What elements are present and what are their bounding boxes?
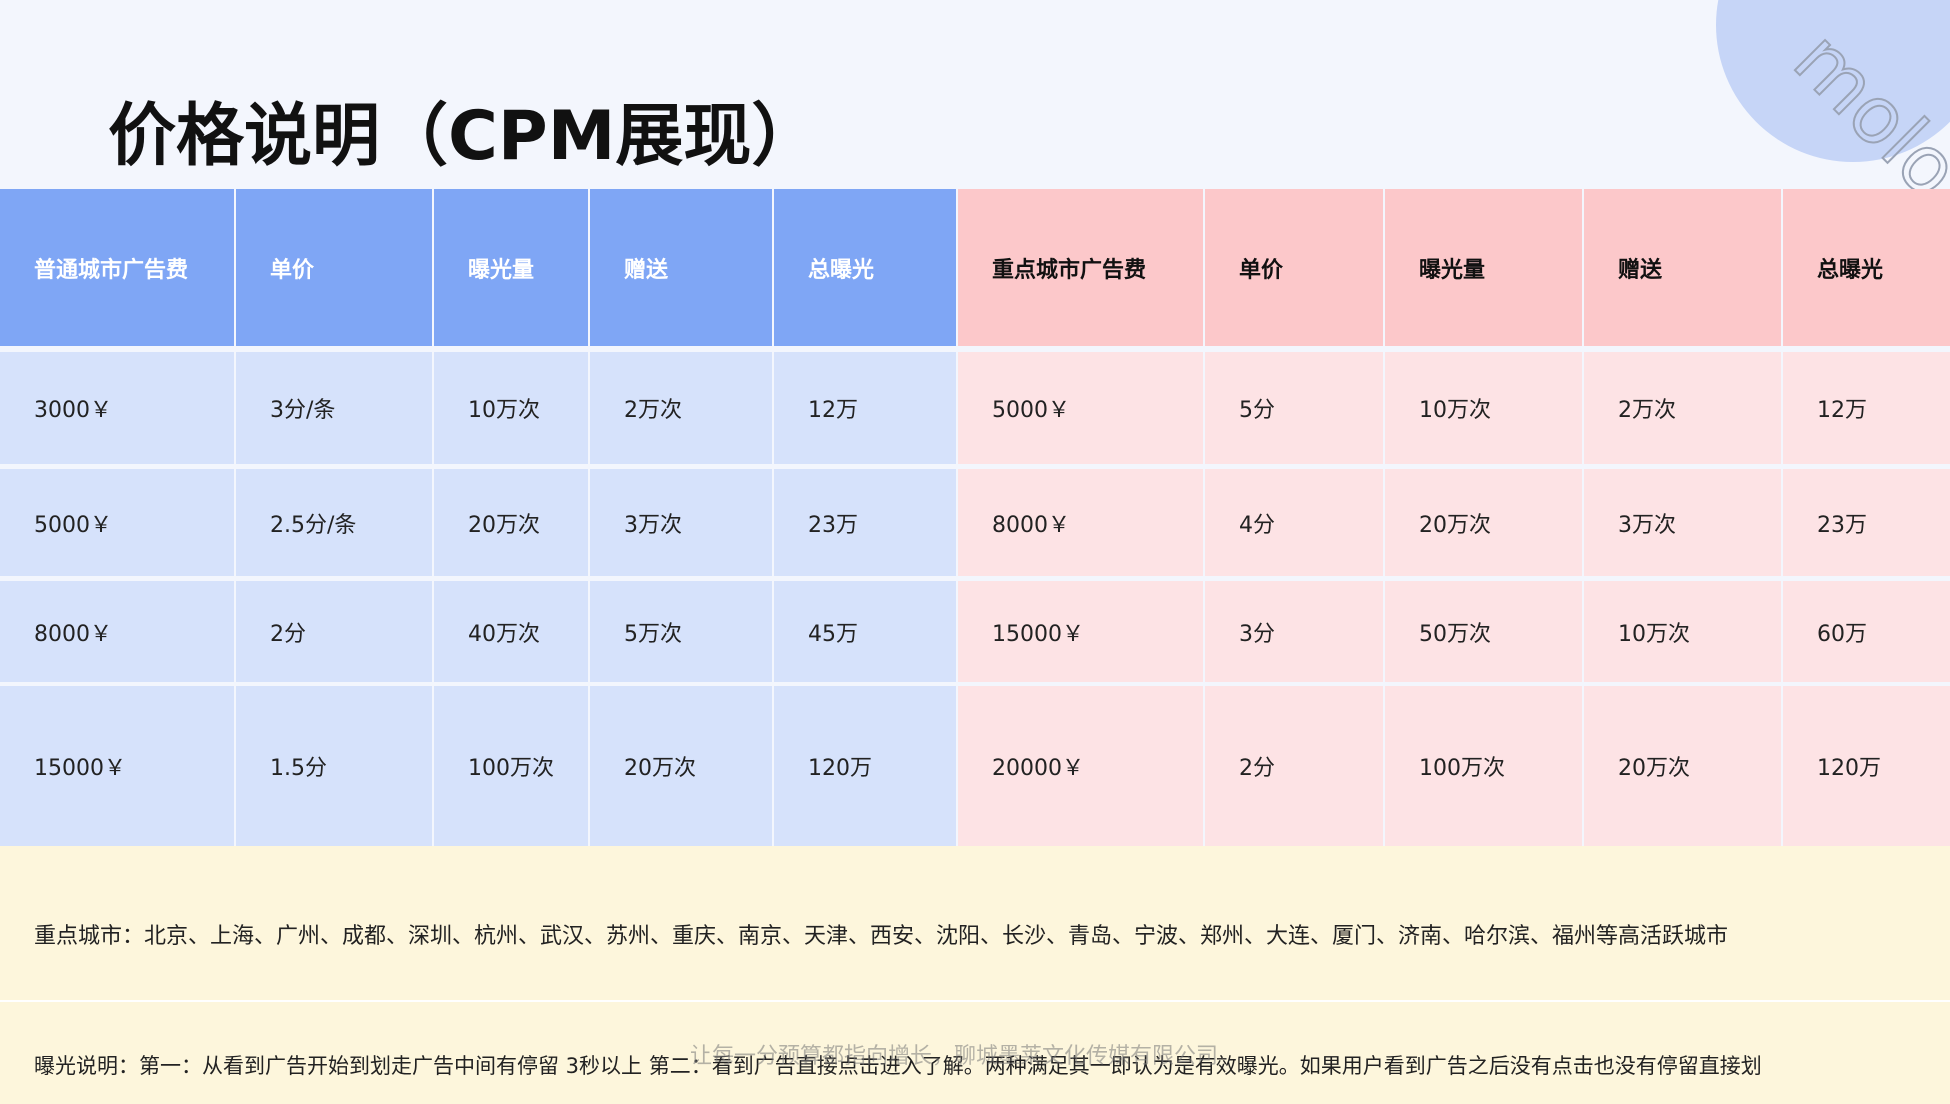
note: 曝光说明：第一：从看到广告开始到划走广告中间有停留 3秒以上 第二：看到广告直接…: [34, 1054, 1762, 1078]
table-cell: 20万次: [1385, 469, 1582, 576]
header-cell: 曝光量: [1385, 189, 1582, 346]
table-cell: 20万次: [434, 469, 588, 576]
table-cell: 120万: [1783, 686, 1950, 846]
table-cell: 2分: [1205, 686, 1383, 846]
table-cell: 10万次: [434, 352, 588, 464]
table-cell: 5分: [1205, 352, 1383, 464]
header-cell: 赠送: [590, 189, 772, 346]
table-cell: 2万次: [590, 352, 772, 464]
watermark: 让每一分预算都指向增长，聊城墨莱文化传媒有限公司: [690, 1044, 1219, 1069]
table-cell: 60万: [1783, 581, 1950, 682]
notes-panel: [0, 846, 1950, 1104]
header-cell: 单价: [236, 189, 432, 346]
table-cell: 50万次: [1385, 581, 1582, 682]
table-cell: 12万: [1783, 352, 1950, 464]
table-cell: 3万次: [590, 469, 772, 576]
table-cell: 3分: [1205, 581, 1383, 682]
table-cell: 3万次: [1584, 469, 1781, 576]
header-cell: 普通城市广告费: [0, 189, 234, 346]
table-cell: 10万次: [1385, 352, 1582, 464]
table-cell: 5000￥: [958, 352, 1203, 464]
title: 价格说明（CPM展现）: [108, 97, 820, 176]
table-cell: 3分/条: [236, 352, 432, 464]
table-cell: 15000￥: [0, 686, 234, 846]
table-cell: 3000￥: [0, 352, 234, 464]
table-cell: 2万次: [1584, 352, 1781, 464]
table-cell: 8000￥: [0, 581, 234, 682]
table-cell: 15000￥: [958, 581, 1203, 682]
header-cell: 赠送: [1584, 189, 1781, 346]
table-cell: 40万次: [434, 581, 588, 682]
divider: [0, 1000, 1950, 1002]
table-cell: 1.5分: [236, 686, 432, 846]
table-cell: 5000￥: [0, 469, 234, 576]
table-cell: 2分: [236, 581, 432, 682]
table-cell: 20000￥: [958, 686, 1203, 846]
table-cell: 20万次: [590, 686, 772, 846]
table-cell: 20万次: [1584, 686, 1781, 846]
table-cell: 12万: [774, 352, 956, 464]
header-cell: 曝光量: [434, 189, 588, 346]
table-cell: 120万: [774, 686, 956, 846]
table-cell: 5万次: [590, 581, 772, 682]
header-cell: 重点城市广告费: [958, 189, 1203, 346]
table-cell: 4分: [1205, 469, 1383, 576]
header-cell: 单价: [1205, 189, 1383, 346]
table-cell: 2.5分/条: [236, 469, 432, 576]
table-cell: 8000￥: [958, 469, 1203, 576]
header-cell: 总曝光: [774, 189, 956, 346]
header-cell: 总曝光: [1783, 189, 1950, 346]
table-cell: 10万次: [1584, 581, 1781, 682]
table-cell: 23万: [1783, 469, 1950, 576]
table-cell: 100万次: [1385, 686, 1582, 846]
note: 重点城市：北京、上海、广州、成都、深圳、杭州、武汉、苏州、重庆、南京、天津、西安…: [34, 924, 1729, 949]
table-cell: 23万: [774, 469, 956, 576]
table-cell: 100万次: [434, 686, 588, 846]
table-cell: 45万: [774, 581, 956, 682]
